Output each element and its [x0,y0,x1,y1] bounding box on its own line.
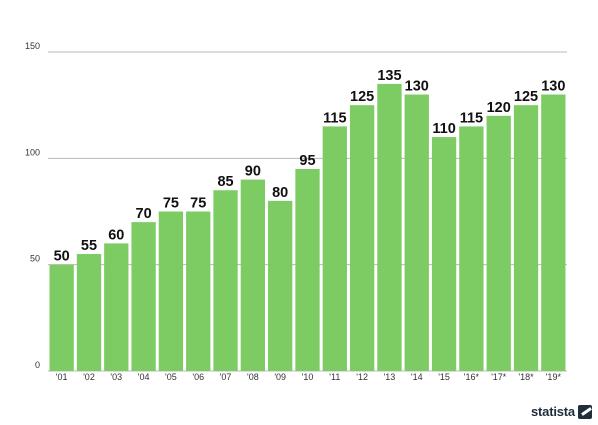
data-label: 60 [108,227,124,243]
x-tick-label: '18* [518,372,534,382]
bar [49,264,74,371]
x-tick-label: '13 [384,372,396,382]
x-tick-label: '08 [247,372,259,382]
bar [76,254,102,371]
x-tick-label: '06 [192,372,204,382]
bar [459,126,484,371]
bar [158,211,184,371]
logo-text: statista [531,404,575,419]
bar [541,94,566,372]
x-tick-label: '10 [302,372,314,382]
x-tick-label: '15 [438,372,450,382]
data-label: 135 [377,68,401,84]
x-tick-label: '19* [546,372,562,382]
x-tick-label: '11 [329,372,340,382]
x-tick-label: '01 [56,372,68,382]
x-tick-label: '05 [165,372,177,382]
logo-mark-icon [577,404,592,419]
data-label: 110 [432,121,455,137]
data-label: 115 [323,110,346,126]
data-label: 130 [405,79,429,95]
x-tick-label: '07 [220,372,232,382]
data-label: 115 [460,110,483,126]
data-label: 95 [299,153,315,169]
y-axis-ticks: 0 50 100 150 [25,41,40,370]
bar [377,83,402,372]
data-label: 50 [54,249,70,265]
x-axis-ticks: '01 '02 '03 '04 '05 '06 '07 '08 '09 '10 '11 '12 '13 '… [56,372,562,382]
bar [486,115,511,371]
x-tick-label: '09 [274,372,286,382]
bar [322,126,347,371]
data-label: 125 [514,89,538,105]
bar [349,105,375,372]
bar [268,200,293,371]
y-tick-label: 50 [30,254,40,264]
statista-logo: statista [531,404,592,419]
x-tick-label: '03 [110,372,122,382]
bar [513,105,539,372]
data-label: 55 [81,238,97,254]
bar [404,94,429,372]
data-label: 75 [163,196,179,212]
x-tick-label: '04 [138,372,150,382]
x-tick-label: '14 [411,372,423,382]
bar [213,190,238,371]
data-label: 75 [190,196,206,212]
bar [131,222,156,371]
bars [49,83,566,372]
y-tick-label: 150 [25,41,40,51]
data-label: 80 [272,185,288,201]
x-tick-label: '02 [83,372,95,382]
y-tick-label: 100 [25,147,40,157]
data-label: 70 [136,206,152,222]
bar [295,168,320,371]
y-tick-label: 0 [35,360,40,370]
x-tick-label: '16* [464,372,480,382]
x-tick-label: '17* [491,372,507,382]
data-label: 90 [245,164,261,180]
data-label: 130 [541,79,565,95]
data-label: 120 [487,100,511,116]
data-label: 85 [217,174,233,190]
bar [104,243,129,371]
bar [186,211,211,371]
x-tick-label: '12 [356,372,368,382]
bar [431,137,457,371]
bar [240,179,266,371]
data-label: 125 [350,89,374,105]
